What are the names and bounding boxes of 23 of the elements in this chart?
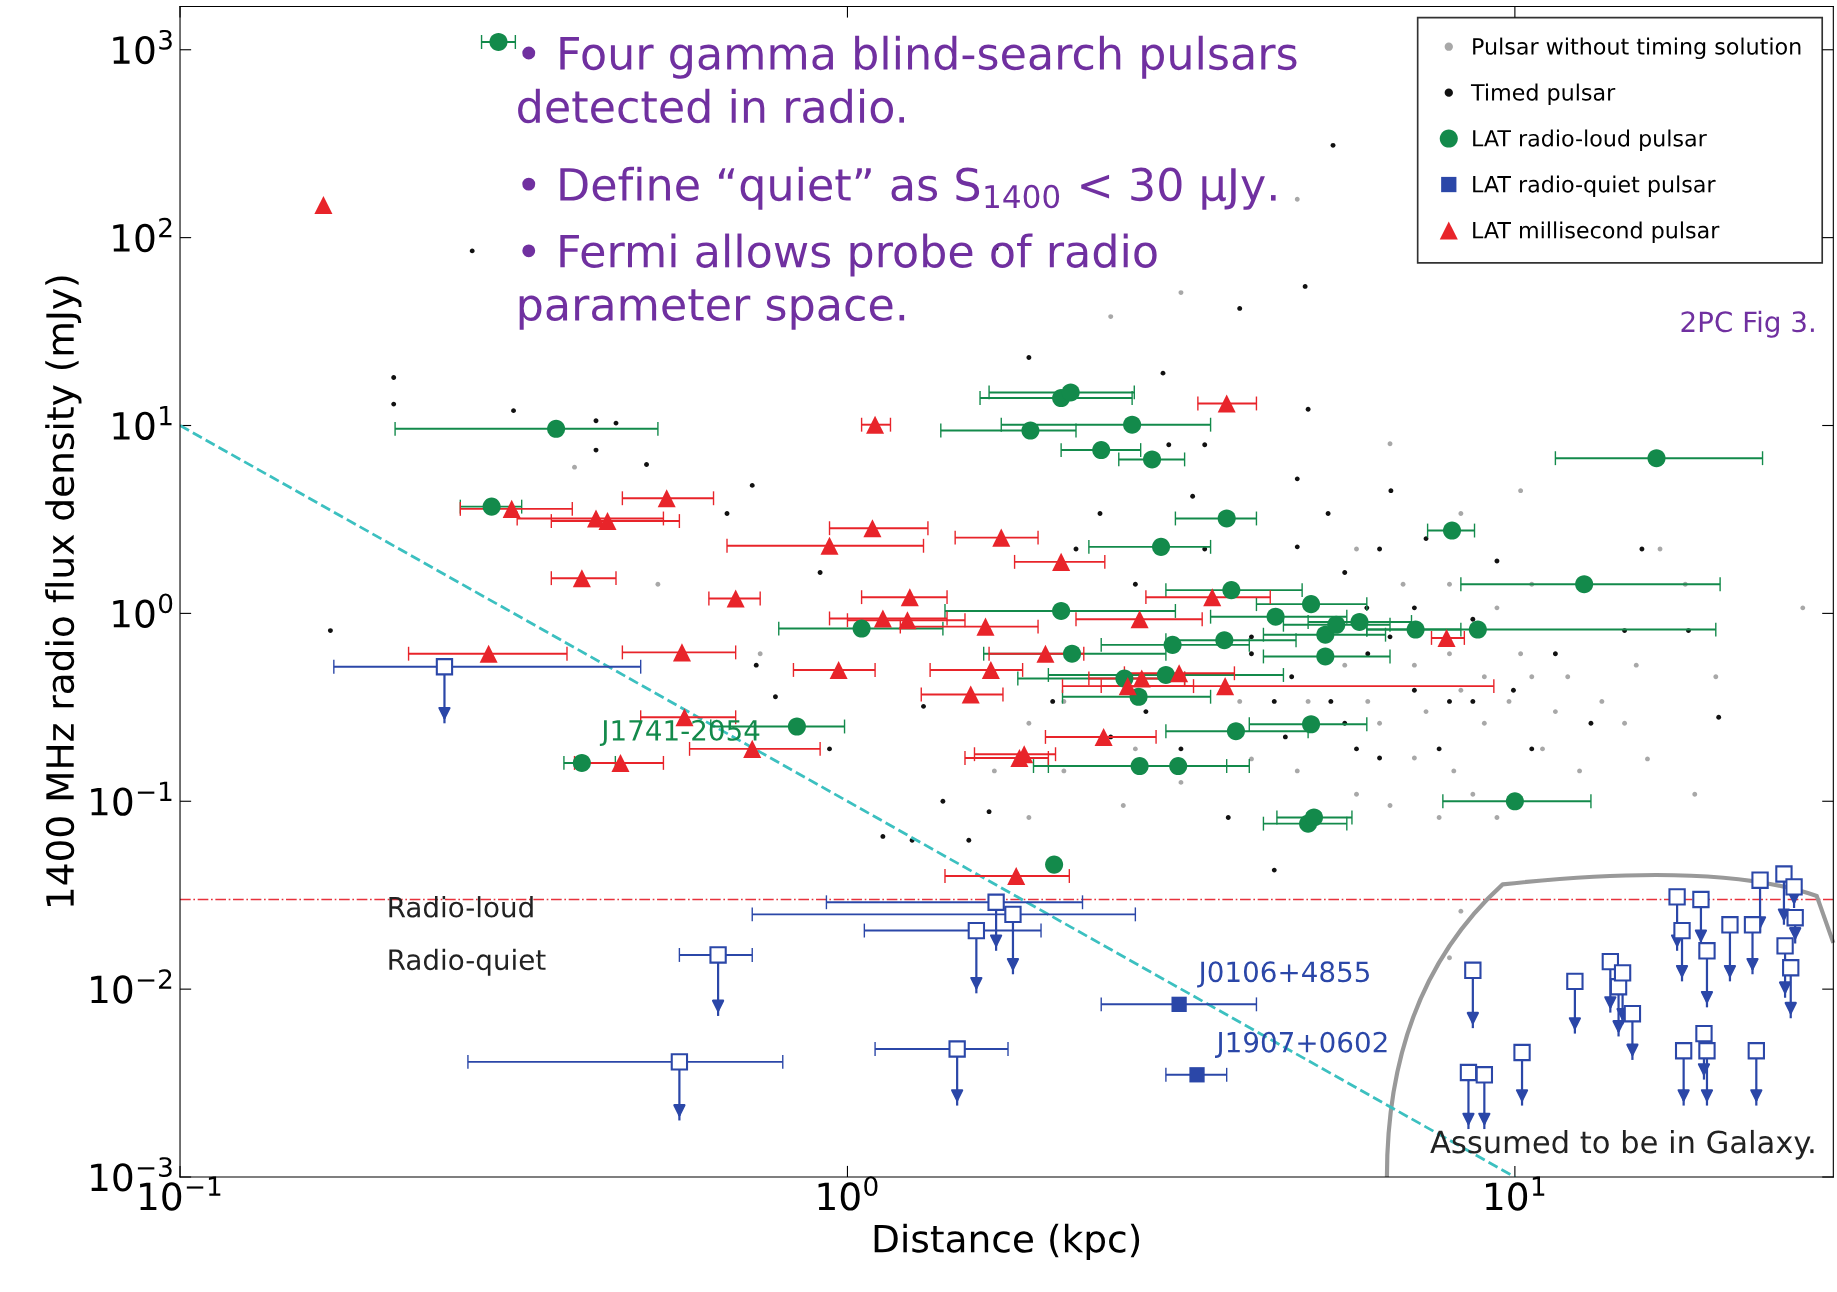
legend-label: LAT millisecond pulsar	[1473, 221, 1720, 243]
legend-label: Timed pulsar	[1470, 83, 1616, 106]
x-tick-label: 10$^{0}$	[818, 1176, 878, 1211]
y-tick-label: 10$^{0}$	[113, 593, 173, 628]
annotation: Assumed to be in Galaxy.	[1430, 1129, 1814, 1160]
y-tick-label: 10$^{−2}$	[91, 969, 172, 1004]
x-axis-title: Distance (kpc)	[874, 1223, 1140, 1261]
legend-label: Pulsar without timing solution	[1473, 37, 1801, 60]
y-tick-label: 10$^{1}$	[113, 406, 172, 441]
annotation: J0106+4855	[1197, 961, 1369, 988]
legend-label: LAT radio-quiet pulsar	[1473, 175, 1716, 197]
x-tick-label: 10$^{1}$	[1486, 1176, 1545, 1211]
legend-label: LAT radio-loud pulsar	[1473, 129, 1707, 151]
annotation: • Define “quiet” as S$_{1400}$ < 30 μJy.	[522, 166, 1276, 210]
annotation: 2PC Fig 3.	[1681, 310, 1814, 338]
annotation: Radio-loud	[389, 896, 533, 918]
y-tick-label: 10$^{3}$	[113, 29, 172, 65]
annotation: • Fermi allows probe of radio parameter space.	[519, 233, 1157, 330]
annotation: • Four gamma blind-search pulsars detected in radio.	[518, 35, 1297, 124]
y-tick-label: 10$^{2}$	[113, 217, 172, 253]
y-tick-label: 10$^{−1}$	[91, 781, 172, 816]
annotation: Radio-quiet	[389, 948, 546, 976]
y-axis-title: 1400 MHz radio flux density (mJy)	[45, 276, 82, 907]
